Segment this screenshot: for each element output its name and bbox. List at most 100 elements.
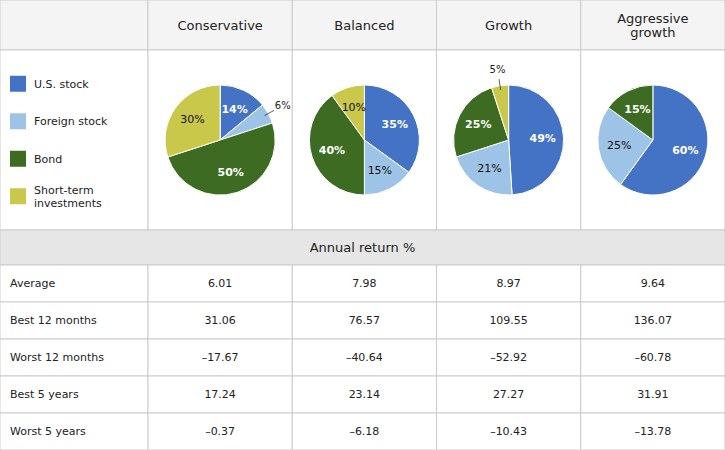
data-label: 35%: [382, 118, 408, 131]
row-label: Average: [10, 277, 55, 290]
header-cell: [437, 0, 581, 50]
header-cell: [581, 0, 725, 50]
table-value: 76.57: [349, 314, 381, 327]
data-label: 6%: [275, 100, 291, 111]
infographic: Conservative Balanced Growth Aggressivegrow…: [0, 0, 725, 450]
legend-swatch: [10, 188, 26, 204]
table-cell: [437, 302, 581, 339]
pie: 35% 15% 40% 10%: [309, 85, 419, 195]
table-cell: [292, 376, 436, 413]
table-cell: [581, 413, 725, 450]
legend-label: U.S. stock: [34, 77, 89, 90]
data-label: 5%: [490, 64, 506, 75]
table-cell: [292, 413, 436, 450]
data-label: 25%: [607, 139, 631, 152]
table-value: 27.27: [493, 388, 525, 401]
legend-label: Bond: [34, 152, 62, 165]
table-cell: [148, 339, 292, 376]
legend-swatch: [10, 113, 26, 129]
table-cell: [0, 376, 148, 413]
pie-cell: [581, 50, 725, 230]
pie-slice: [364, 140, 408, 195]
table-value: –6.18: [349, 425, 379, 438]
pie-slice: [492, 85, 509, 140]
row-label: Best 12 months: [10, 314, 97, 327]
pie-cell: [148, 50, 292, 230]
table-value: 109.55: [489, 314, 528, 327]
table-cell: [581, 302, 725, 339]
table-value: 8.97: [496, 277, 521, 290]
data-label: 30%: [180, 113, 204, 126]
legend: U.S. stock Foreign stock Bond Short-terminv…: [10, 76, 108, 209]
column-title: Balanced: [334, 18, 394, 33]
row-label: Worst 5 years: [10, 425, 86, 438]
table-value: 7.98: [352, 277, 377, 290]
column-title: Conservative: [177, 18, 262, 33]
pie-cell: [292, 50, 436, 230]
table-cell: [0, 302, 148, 339]
pie-cell: [437, 50, 581, 230]
table-cell: [148, 265, 292, 302]
table-value: 31.06: [204, 314, 236, 327]
table-title: Annual return %: [310, 240, 416, 255]
table-cell: [581, 339, 725, 376]
table-cell: [292, 302, 436, 339]
data-label: 49%: [530, 132, 556, 145]
data-label: 25%: [465, 118, 491, 131]
leader-line: [499, 79, 501, 90]
row-label: Worst 12 months: [10, 351, 104, 364]
legend-swatch: [10, 76, 26, 92]
table-value: –13.78: [634, 425, 671, 438]
table-cell: [292, 339, 436, 376]
data-label: 15%: [624, 103, 650, 116]
table-value: –17.67: [202, 351, 239, 364]
table-cell: [437, 413, 581, 450]
data-label: 40%: [319, 144, 345, 157]
legend-swatch: [10, 151, 26, 167]
table-value: 6.01: [208, 277, 233, 290]
table-cell: [437, 265, 581, 302]
table-cell: [581, 376, 725, 413]
table-value: –52.92: [490, 351, 527, 364]
pie-slice: [509, 85, 564, 195]
data-label: 14%: [221, 103, 247, 116]
data-label: 15%: [368, 164, 392, 177]
table-value: 31.91: [637, 388, 669, 401]
table-value: 136.07: [634, 314, 673, 327]
table-cell: [292, 265, 436, 302]
table-cell: [437, 376, 581, 413]
pie-slice: [608, 85, 652, 140]
legend-cell: [0, 50, 148, 230]
table-header: [0, 230, 725, 265]
header-cell: [0, 0, 148, 50]
data-label: 10%: [342, 101, 366, 114]
table-cell: [437, 339, 581, 376]
legend-label: Foreign stock: [34, 115, 108, 128]
header-cell: [148, 0, 292, 50]
table-cell: [0, 413, 148, 450]
column-title: Growth: [485, 18, 532, 33]
table-value: –40.64: [346, 351, 383, 364]
legend-label: Short-terminvestments: [34, 183, 102, 209]
table-value: 23.14: [349, 388, 381, 401]
leader-line: [264, 110, 274, 115]
table-value: 17.24: [204, 388, 236, 401]
row-label: Best 5 years: [10, 388, 79, 401]
pie-slice: [165, 85, 220, 157]
table-cell: [581, 265, 725, 302]
table-value: –10.43: [490, 425, 527, 438]
column-title: Aggressivegrowth: [617, 10, 688, 40]
table-value: –0.37: [205, 425, 235, 438]
table-cell: [0, 265, 148, 302]
data-label: 60%: [672, 144, 698, 157]
table-cell: [148, 413, 292, 450]
table-cell: [148, 302, 292, 339]
table-value: 9.64: [641, 277, 666, 290]
data-label: 50%: [217, 166, 243, 179]
table-cell: [0, 339, 148, 376]
pie: 14% 6% 50% 30%: [165, 85, 291, 195]
table-value: –60.78: [634, 351, 671, 364]
header-cell: [292, 0, 436, 50]
pie: 60% 25% 15%: [598, 85, 708, 195]
data-label: 21%: [477, 162, 501, 175]
